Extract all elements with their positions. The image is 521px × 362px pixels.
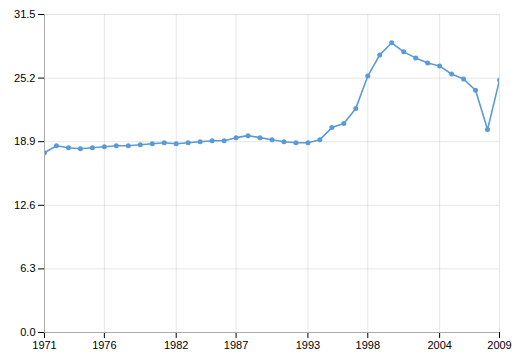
svg-text:1998: 1998 [356,339,380,351]
svg-text:18.9: 18.9 [14,135,35,147]
svg-text:25.2: 25.2 [14,72,35,84]
svg-text:1976: 1976 [92,339,116,351]
svg-text:1993: 1993 [296,339,320,351]
svg-text:0.0: 0.0 [20,326,35,338]
svg-text:1971: 1971 [32,339,56,351]
svg-text:12.6: 12.6 [14,199,35,211]
svg-text:2009: 2009 [487,339,511,351]
svg-text:2004: 2004 [427,339,451,351]
svg-text:6.3: 6.3 [20,262,35,274]
svg-text:1982: 1982 [164,339,188,351]
svg-text:31.5: 31.5 [14,8,35,20]
svg-text:1987: 1987 [224,339,248,351]
